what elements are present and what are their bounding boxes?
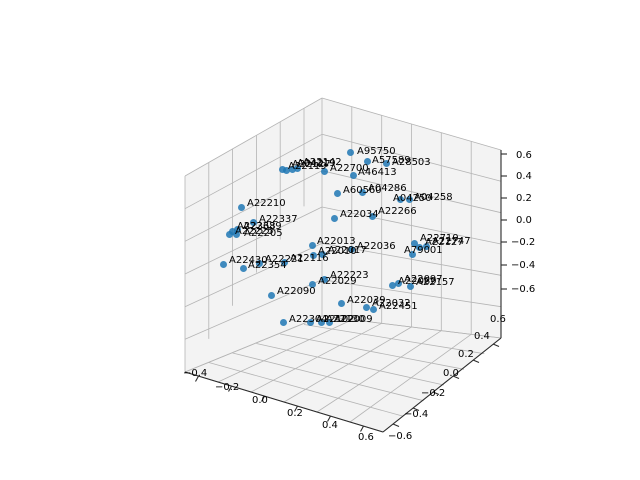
y-tick-label: 0.6 [490, 314, 506, 325]
y-tick-label: 0.4 [474, 331, 490, 342]
scatter-point-marker [308, 241, 316, 249]
scatter-point-marker [394, 279, 402, 287]
scatter-point-marker [317, 318, 325, 326]
scatter-point-marker [318, 250, 326, 258]
scatter-point-marker [410, 239, 418, 247]
z-tick-label: 0.0 [516, 215, 532, 226]
scatter-point-marker [406, 282, 414, 290]
scatter-point-marker [320, 275, 328, 283]
x-tick-label: −0.2 [215, 382, 240, 393]
scatter-point-marker [293, 164, 301, 172]
scatter-point-marker [405, 195, 413, 203]
scatter-point-marker [282, 166, 290, 174]
scatter-point-marker [309, 251, 317, 259]
z-tick-label: −0.6 [511, 284, 536, 295]
scatter-point-marker [320, 167, 328, 175]
scatter-point-marker [255, 259, 263, 267]
scatter-point-marker [280, 258, 288, 266]
z-tick-label: 0.6 [516, 150, 532, 161]
axis-spine-z [500, 150, 507, 338]
y-tick-label: 0.0 [443, 368, 459, 379]
scatter-point-marker [358, 188, 366, 196]
x-tick-label: 0.4 [322, 420, 338, 431]
z-tick-label: 0.4 [516, 171, 532, 182]
scatter-point-marker [362, 303, 370, 311]
scatter-point-marker [278, 165, 286, 173]
scatter-point-marker [382, 159, 390, 167]
scatter-point-marker [388, 281, 396, 289]
scatter-point-marker [237, 203, 245, 211]
scatter-point-marker [408, 250, 416, 258]
scatter-point-marker [225, 230, 233, 238]
x-tick-label: 0.2 [287, 408, 303, 419]
z-tick-label: 0.2 [516, 193, 532, 204]
scatter-point-marker [279, 318, 287, 326]
scatter-point-marker [333, 189, 341, 197]
scatter-point-marker [347, 245, 355, 253]
scatter-point-marker [288, 165, 296, 173]
scatter-point-marker [219, 260, 227, 268]
axis-spine-x [184, 371, 384, 433]
x-tick-label: −0.4 [183, 368, 208, 379]
scatter-point-marker [233, 225, 241, 233]
scatter-point-marker [337, 299, 345, 307]
scatter-point-marker [239, 264, 247, 272]
scatter-point-marker [330, 214, 338, 222]
scatter-point-marker [415, 243, 423, 251]
y-tick-label: −0.2 [421, 388, 446, 399]
scatter-point-marker [232, 230, 240, 238]
scatter-point-marker [396, 195, 404, 203]
scatter-point-marker [325, 318, 333, 326]
x-tick-label: 0.6 [358, 432, 374, 443]
z-tick-label: −0.2 [511, 237, 536, 248]
scatter-point-marker [228, 227, 236, 235]
y-tick-label: −0.6 [388, 431, 413, 442]
scatter-point-marker [349, 171, 357, 179]
scatter-point-marker [308, 280, 316, 288]
scatter-point-marker [422, 242, 430, 250]
scatter-point-marker [363, 157, 371, 165]
y-tick-label: 0.2 [458, 349, 474, 360]
axis-spine-y [382, 337, 502, 433]
scatter-point-marker [368, 212, 376, 220]
scatter-point-marker [267, 291, 275, 299]
z-tick-label: −0.4 [511, 260, 536, 271]
scatter-point-marker [346, 148, 354, 156]
scatter-point-marker [306, 318, 314, 326]
scatter-point-marker [249, 218, 257, 226]
y-tick-label: −0.4 [404, 409, 429, 420]
x-tick-label: 0.0 [252, 395, 268, 406]
scatter-point-marker [369, 305, 377, 313]
